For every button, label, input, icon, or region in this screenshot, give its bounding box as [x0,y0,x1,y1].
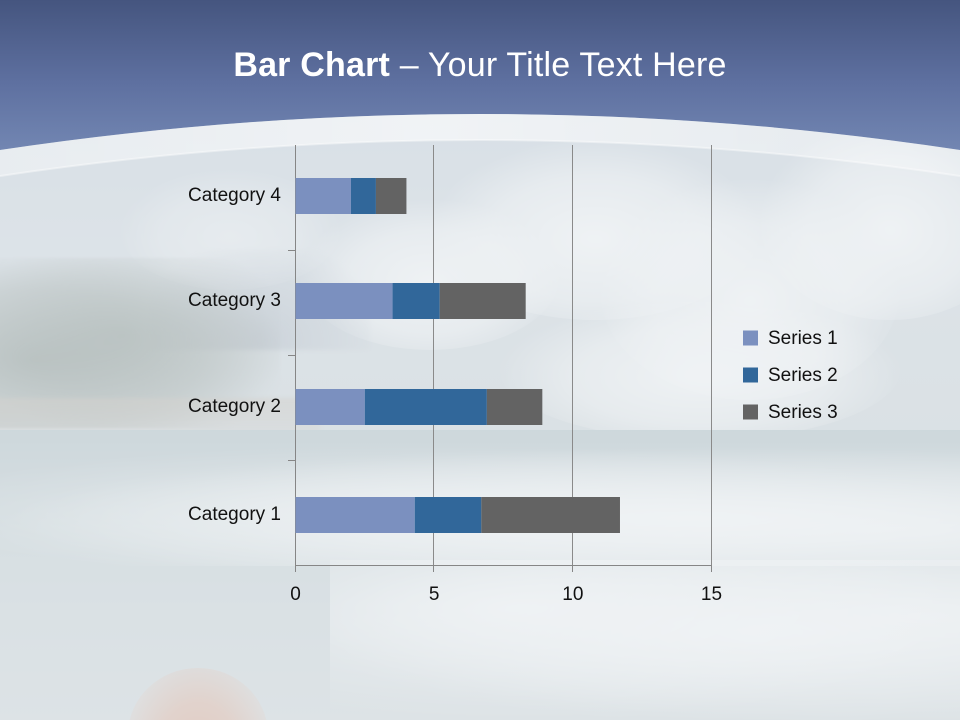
header-blue-band [0,0,960,150]
legend-swatch-icon [743,367,758,383]
bar-row[interactable] [295,178,407,214]
bar-segment[interactable] [414,497,482,533]
bar-segment[interactable] [364,389,487,425]
x-tick-label: 10 [562,584,583,605]
category-label: Category 3 [188,290,281,311]
title-separator: – [390,46,428,84]
bar-row[interactable] [295,389,543,425]
legend-label: Series 2 [768,365,838,386]
page-title: Bar Chart – Your Title Text Here [0,46,960,85]
bar-segment[interactable] [486,389,543,425]
legend-item[interactable]: Series 2 [743,365,838,386]
legend-swatch-icon [743,330,758,346]
chart-bars-layer [295,178,620,533]
title-light-part: Your Title Text Here [427,46,727,84]
category-label: Category 2 [188,396,281,417]
legend-item[interactable]: Series 1 [743,328,838,349]
bar-segment[interactable] [439,283,526,319]
header-swoosh-arc [0,114,960,176]
header-swoosh-highlight [0,139,960,177]
x-tick-label: 15 [701,584,722,605]
bar-segment[interactable] [295,178,351,214]
category-label: Category 1 [188,504,281,525]
bar-segment[interactable] [375,178,407,214]
title-bold-part: Bar Chart [233,46,391,84]
bar-row[interactable] [295,283,526,319]
bar-row[interactable] [295,497,620,533]
header-decoration [0,0,960,177]
legend-label: Series 1 [768,328,838,349]
bar-segment[interactable] [295,389,365,425]
bar-segment[interactable] [481,497,620,533]
legend-label: Series 3 [768,402,838,423]
chart-x-tick-labels: 0 5 10 15 [290,584,722,605]
bar-segment[interactable] [295,497,415,533]
bar-segment[interactable] [295,283,393,319]
bar-segment[interactable] [392,283,440,319]
chart-gridlines [295,145,712,566]
y-axis-ticks [288,250,295,461]
bar-segment[interactable] [350,178,376,214]
chart-category-labels: Category 4 Category 3 Category 2 Category 1 [188,185,281,525]
category-label: Category 4 [188,185,281,206]
x-tick-label: 0 [290,584,301,605]
legend-swatch-icon [743,404,758,420]
x-axis-ticks [295,565,712,572]
legend-item[interactable]: Series 3 [743,402,838,423]
chart-legend[interactable]: Series 1 Series 2 Series 3 [743,328,838,423]
x-tick-label: 5 [429,584,440,605]
